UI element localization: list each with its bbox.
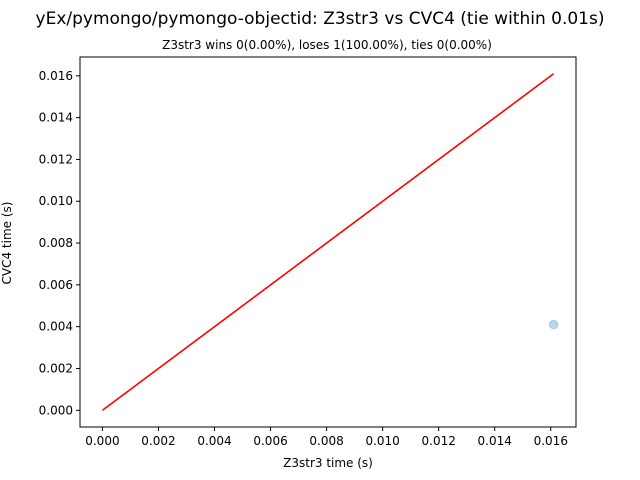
x-axis-ticks: 0.000 0.002 0.004 0.006 0.008 0.010 0.012 0.014… bbox=[85, 427, 568, 448]
y-tick-label: 0.016 bbox=[39, 69, 73, 83]
chart-subtitle: Z3str3 wins 0(0.00%), loses 1(100.00%), … bbox=[162, 38, 492, 52]
y-tick-label: 0.014 bbox=[39, 111, 73, 125]
y-tick-label: 0.004 bbox=[39, 320, 73, 334]
x-axis-label: Z3str3 time (s) bbox=[283, 456, 373, 470]
y-tick-label: 0.000 bbox=[39, 403, 73, 417]
y-tick-label: 0.006 bbox=[39, 278, 73, 292]
chart-title: yEx/pymongo/pymongo-objectid: Z3str3 vs … bbox=[36, 9, 605, 29]
y-tick-label: 0.008 bbox=[39, 236, 73, 250]
reference-line bbox=[101, 73, 555, 411]
y-axis-ticks: 0.000 0.002 0.004 0.006 0.008 0.010 0.012 0.014… bbox=[39, 69, 80, 417]
y-tick-label: 0.012 bbox=[39, 152, 73, 166]
x-tick-label: 0.002 bbox=[141, 434, 175, 448]
x-tick-label: 0.006 bbox=[253, 434, 287, 448]
points-layer bbox=[548, 319, 559, 330]
plot-area bbox=[79, 56, 577, 428]
x-tick-label: 0.004 bbox=[197, 434, 231, 448]
x-tick-label: 0.012 bbox=[422, 434, 456, 448]
x-tick-label: 0.008 bbox=[309, 434, 343, 448]
y-tick-label: 0.010 bbox=[39, 194, 73, 208]
x-tick-label: 0.010 bbox=[365, 434, 399, 448]
x-tick-label: 0.016 bbox=[534, 434, 568, 448]
y-tick-label: 0.002 bbox=[39, 361, 73, 375]
y-axis-label: CVC4 time (s) bbox=[0, 202, 14, 285]
axes-frame bbox=[79, 56, 577, 428]
x-tick-label: 0.000 bbox=[85, 434, 119, 448]
scatter-point bbox=[548, 319, 559, 330]
reference-line-layer bbox=[101, 73, 555, 411]
x-tick-label: 0.014 bbox=[478, 434, 512, 448]
